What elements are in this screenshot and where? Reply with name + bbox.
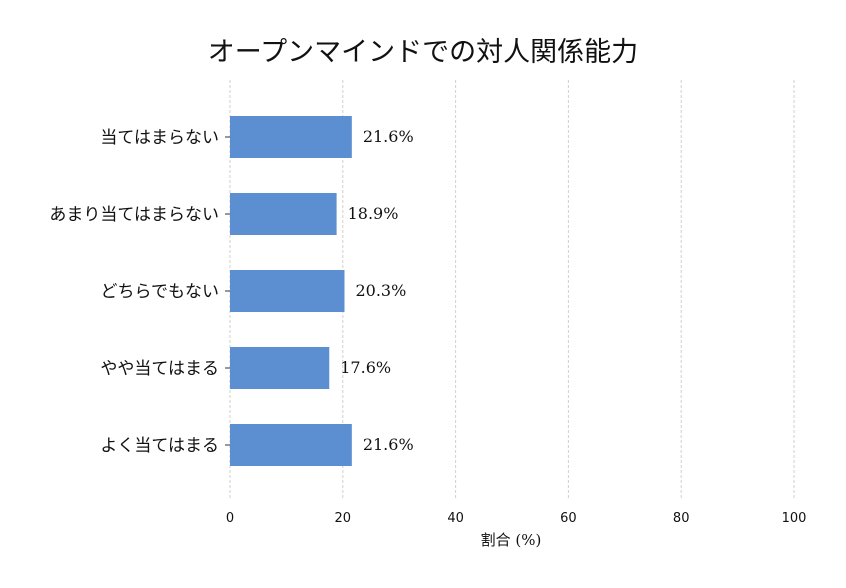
x-axis-ticks: 0 20 40 60 80 100 xyxy=(226,511,807,526)
value-label: 17.6% xyxy=(340,358,391,377)
x-tick-label: 100 xyxy=(782,511,807,526)
category-label: あまり当てはまらない xyxy=(49,205,219,225)
category-label: どちらでもない xyxy=(101,282,220,302)
chart-title: オープンマインドでの対人関係能力 xyxy=(208,37,638,68)
bars: 当てはまらない 21.6% あまり当てはまらない 18.9% どちらでもない 20.3% や… xyxy=(49,116,414,466)
x-tick-label: 0 xyxy=(226,511,234,526)
x-axis-label: 割合 (%) xyxy=(481,531,542,549)
category-label: よく当てはまる xyxy=(100,436,219,456)
bar xyxy=(230,116,352,158)
x-tick-label: 40 xyxy=(447,511,464,526)
value-label: 21.6% xyxy=(363,435,414,454)
x-tick-label: 80 xyxy=(673,511,690,526)
value-label: 21.6% xyxy=(363,127,414,146)
category-label: 当てはまらない xyxy=(100,128,219,148)
x-tick-label: 60 xyxy=(560,511,577,526)
value-label: 20.3% xyxy=(355,281,406,300)
bar xyxy=(230,347,330,389)
x-tick-label: 20 xyxy=(335,511,352,526)
category-label: やや当てはまる xyxy=(100,359,219,379)
value-label: 18.9% xyxy=(348,204,399,223)
bar xyxy=(230,270,345,312)
bar xyxy=(230,424,352,466)
bar xyxy=(230,193,337,235)
